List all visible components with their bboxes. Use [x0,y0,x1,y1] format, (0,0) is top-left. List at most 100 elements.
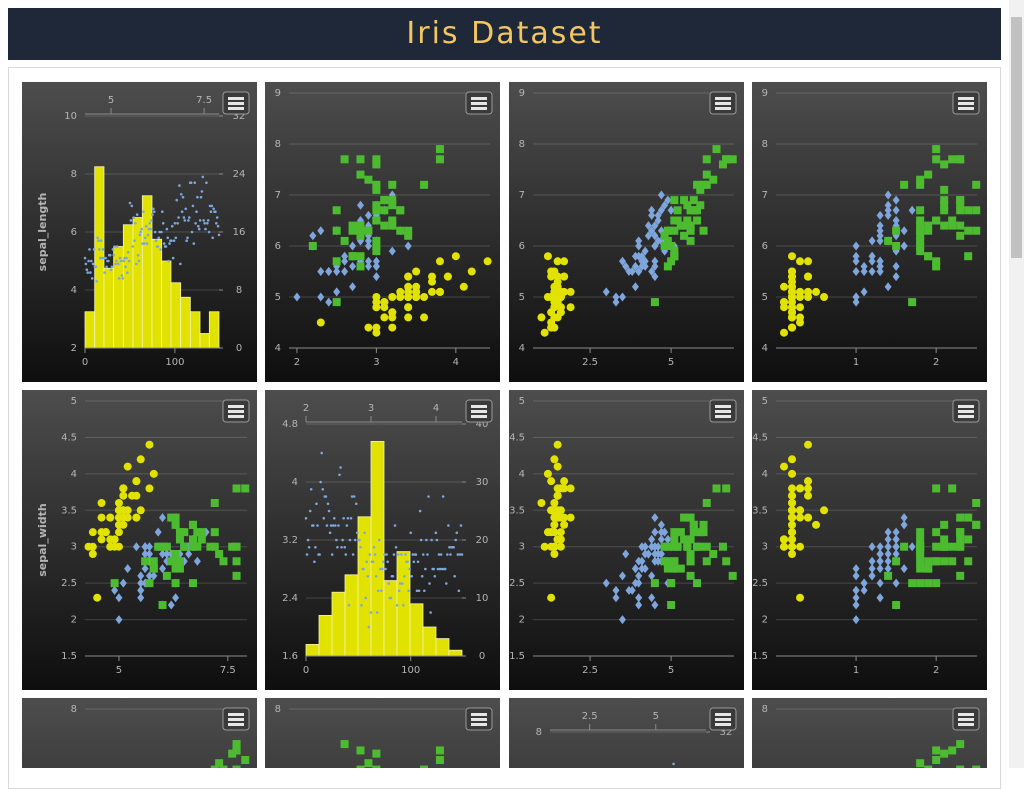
point [333,227,341,235]
index-point [312,524,315,527]
point [916,222,924,230]
point [924,557,932,565]
y-tick-label: 2.5 [509,578,525,589]
menu-icon-bar [958,405,974,408]
point [412,283,420,291]
y-tick-label: 8 [71,704,77,715]
y-tick-label: 9 [762,88,768,99]
menu-icon-bar [958,718,974,721]
index-point [307,539,310,542]
point [670,247,678,255]
point [712,484,720,492]
index-point [211,237,214,240]
y-tick-label: 9 [275,88,281,99]
index-point [447,524,450,527]
index-point [151,213,154,216]
y-tick-label: 3 [762,542,768,553]
y-tick-label: 4 [762,469,768,480]
index-point [355,502,358,505]
index-point [395,546,398,549]
point [241,484,249,492]
point [667,227,675,235]
point [550,303,558,311]
point [703,171,711,179]
index-point [407,589,410,592]
index-point [426,553,429,556]
point [119,492,127,500]
menu-icon-bar [228,415,244,418]
point [219,557,227,565]
point [176,528,184,536]
index-point [218,234,221,237]
point [115,506,123,514]
point [924,579,932,587]
point [788,499,796,507]
point [693,543,701,551]
point [550,528,558,536]
index-point [170,239,173,242]
point [404,232,412,240]
point [780,298,788,306]
index-point [321,488,324,491]
point [412,268,420,276]
point [436,145,444,153]
point [189,543,197,551]
index-point [177,216,180,219]
point [420,313,428,321]
point [687,535,695,543]
y-tick-label: 2 [71,615,77,626]
point [804,492,812,500]
index-point [201,190,204,193]
point [211,543,219,551]
scrollbar-thumb[interactable] [1011,17,1022,258]
index-point [183,216,186,219]
y-tick-label: 4 [292,477,298,488]
x-tick-label: 7.5 [220,665,236,676]
histogram-bar [190,312,200,348]
index-point [380,589,383,592]
index-point [444,568,447,571]
point [550,313,558,321]
top-tick-label: 3 [368,403,374,414]
index-point [396,604,399,607]
y-tick-label: 8 [536,727,542,738]
point [567,484,575,492]
menu-icon-bar [228,97,244,100]
index-point [308,546,311,549]
point [172,550,180,558]
point [115,499,123,507]
index-point [178,184,181,187]
point [560,477,568,485]
point [557,288,565,296]
point [900,543,908,551]
point [89,528,97,536]
index-point [212,208,215,211]
y2-tick-label: 20 [476,535,489,546]
index-point [415,553,418,556]
scrollbar[interactable] [1009,0,1024,768]
point [550,455,558,463]
point [703,557,711,565]
point [547,477,555,485]
point [404,288,412,296]
index-point [315,502,318,505]
point [940,222,948,230]
x-tick-label: 0 [82,357,88,368]
index-point [113,245,116,248]
index-point [452,546,455,549]
index-point [217,225,220,228]
index-point [94,266,97,269]
index-point [207,219,210,222]
point [554,441,562,449]
point [550,543,558,551]
index-point [160,231,163,234]
point [554,492,562,500]
point [680,514,688,522]
point [176,535,184,543]
point [119,514,127,522]
y-tick-label: 6 [71,227,77,238]
y-tick-label: 8 [71,169,77,180]
point [916,543,924,551]
index-point [215,222,218,225]
